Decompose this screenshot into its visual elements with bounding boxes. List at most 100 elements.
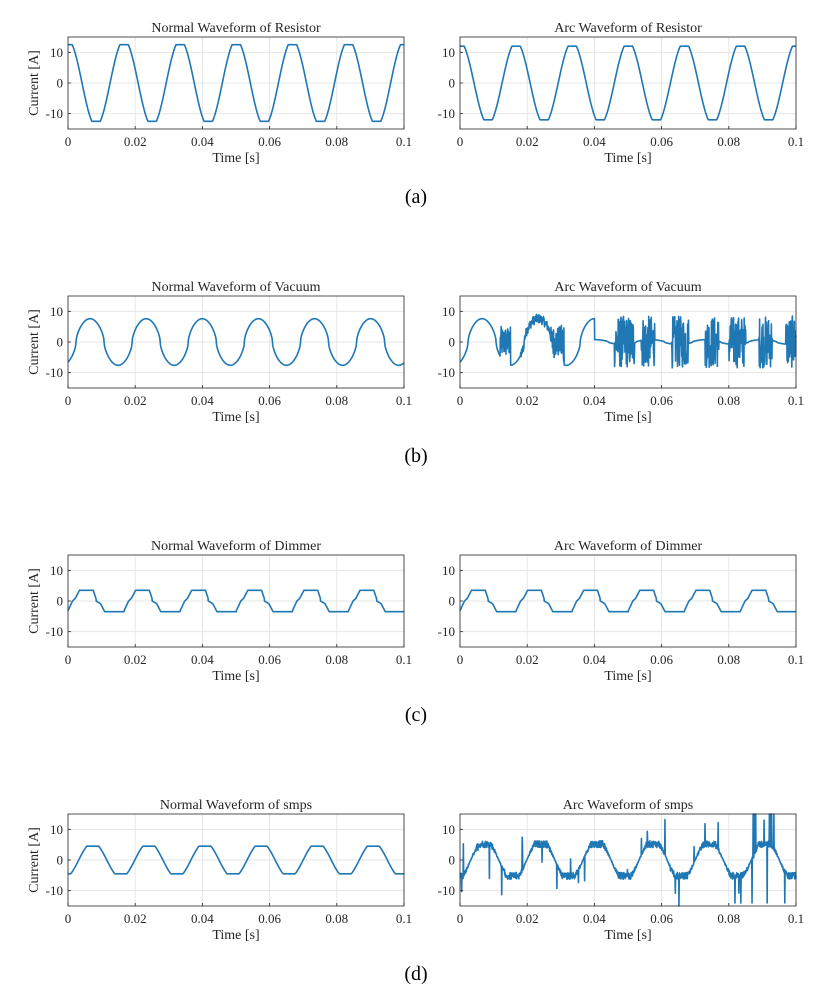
- x-tick-label: 0.08: [325, 134, 348, 149]
- series-line: [459, 313, 797, 369]
- y-tick-label: 0: [57, 76, 64, 91]
- x-tick-label: 0.1: [396, 911, 412, 926]
- x-tick-label: 0.1: [788, 393, 804, 408]
- y-tick-label: 10: [50, 45, 63, 60]
- x-tick-label: 0.04: [191, 911, 214, 926]
- y-tick-label: 0: [57, 594, 64, 609]
- caption-c: (c): [405, 704, 427, 726]
- x-tick-label: 0.02: [124, 393, 147, 408]
- y-tick-label: -10: [438, 365, 455, 380]
- chart-title: Normal Waveform of Vacuum: [151, 280, 320, 295]
- x-tick-label: 0.04: [583, 134, 606, 149]
- series-line: [459, 589, 797, 613]
- caption-b: (b): [404, 445, 427, 467]
- x-tick-label: 0.06: [258, 393, 281, 408]
- x-tick-label: 0.08: [717, 911, 740, 926]
- x-axis-label: Time [s]: [212, 410, 259, 425]
- x-axis-label: Time [s]: [212, 669, 259, 684]
- y-axis-label: Current [A]: [27, 309, 42, 375]
- y-tick-label: -10: [46, 883, 63, 898]
- x-tick-label: 0.04: [583, 393, 606, 408]
- y-tick-label: 0: [449, 335, 456, 350]
- x-tick-label: 0.1: [788, 134, 804, 149]
- y-tick-label: 10: [442, 563, 455, 578]
- x-axis-label: Time [s]: [212, 151, 259, 166]
- x-tick-label: 0.1: [396, 393, 412, 408]
- chart-title: Arc Waveform of Dimmer: [554, 539, 703, 554]
- x-tick-label: 0.04: [583, 652, 606, 667]
- chart-title: Arc Waveform of smps: [563, 798, 693, 813]
- x-tick-label: 0: [457, 134, 464, 149]
- x-axis-label: Time [s]: [604, 151, 651, 166]
- chart-title: Normal Waveform of smps: [160, 798, 312, 813]
- y-axis-label: Current [A]: [27, 827, 42, 893]
- x-tick-label: 0: [65, 652, 72, 667]
- x-tick-label: 0: [65, 393, 72, 408]
- x-tick-label: 0.08: [325, 911, 348, 926]
- y-axis-label: Current [A]: [27, 568, 42, 634]
- x-tick-label: 0.02: [124, 911, 147, 926]
- y-axis-label: Current [A]: [27, 50, 42, 116]
- y-tick-label: -10: [46, 624, 63, 639]
- y-tick-label: 0: [57, 853, 64, 868]
- y-tick-label: 10: [50, 563, 63, 578]
- x-tick-label: 0.04: [583, 911, 606, 926]
- y-tick-label: 0: [449, 853, 456, 868]
- x-axis-label: Time [s]: [212, 928, 259, 943]
- series-line: [67, 589, 405, 613]
- x-axis-label: Time [s]: [604, 669, 651, 684]
- x-tick-label: 0.02: [516, 134, 539, 149]
- x-tick-label: 0.08: [325, 393, 348, 408]
- x-tick-label: 0: [65, 134, 72, 149]
- y-tick-label: -10: [438, 883, 455, 898]
- x-tick-label: 0.08: [717, 134, 740, 149]
- x-tick-label: 0.08: [717, 652, 740, 667]
- x-tick-label: 0.04: [191, 134, 214, 149]
- y-tick-label: 10: [50, 304, 63, 319]
- x-tick-label: 0.06: [258, 134, 281, 149]
- x-tick-label: 0.06: [650, 134, 673, 149]
- caption-d: (d): [404, 963, 427, 985]
- y-tick-label: -10: [438, 106, 455, 121]
- x-tick-label: 0.02: [516, 911, 539, 926]
- x-tick-label: 0.06: [650, 911, 673, 926]
- x-tick-label: 0.1: [396, 134, 412, 149]
- caption-a: (a): [405, 186, 427, 208]
- series-line: [67, 845, 405, 875]
- x-tick-label: 0.1: [788, 911, 804, 926]
- x-tick-label: 0: [457, 652, 464, 667]
- series-line: [67, 43, 405, 123]
- x-axis-label: Time [s]: [604, 928, 651, 943]
- x-tick-label: 0.04: [191, 652, 214, 667]
- x-tick-label: 0.08: [717, 393, 740, 408]
- series-line: [459, 813, 797, 907]
- x-tick-label: 0.02: [516, 393, 539, 408]
- x-tick-label: 0: [457, 393, 464, 408]
- x-axis-label: Time [s]: [604, 410, 651, 425]
- x-tick-label: 0: [65, 911, 72, 926]
- x-tick-label: 0.04: [191, 393, 214, 408]
- chart-title: Normal Waveform of Resistor: [151, 21, 321, 36]
- series-line: [459, 45, 797, 121]
- y-tick-label: 10: [50, 822, 63, 837]
- y-tick-label: -10: [46, 365, 63, 380]
- x-tick-label: 0.08: [325, 652, 348, 667]
- chart-title: Normal Waveform of Dimmer: [151, 539, 321, 554]
- y-tick-label: 10: [442, 822, 455, 837]
- x-tick-label: 0.02: [124, 652, 147, 667]
- y-tick-label: -10: [438, 624, 455, 639]
- x-tick-label: 0.06: [650, 393, 673, 408]
- chart-title: Arc Waveform of Resistor: [554, 21, 702, 36]
- x-tick-label: 0.06: [258, 652, 281, 667]
- y-tick-label: 0: [449, 76, 456, 91]
- x-tick-label: 0.06: [258, 911, 281, 926]
- x-tick-label: 0.06: [650, 652, 673, 667]
- x-tick-label: 0: [457, 911, 464, 926]
